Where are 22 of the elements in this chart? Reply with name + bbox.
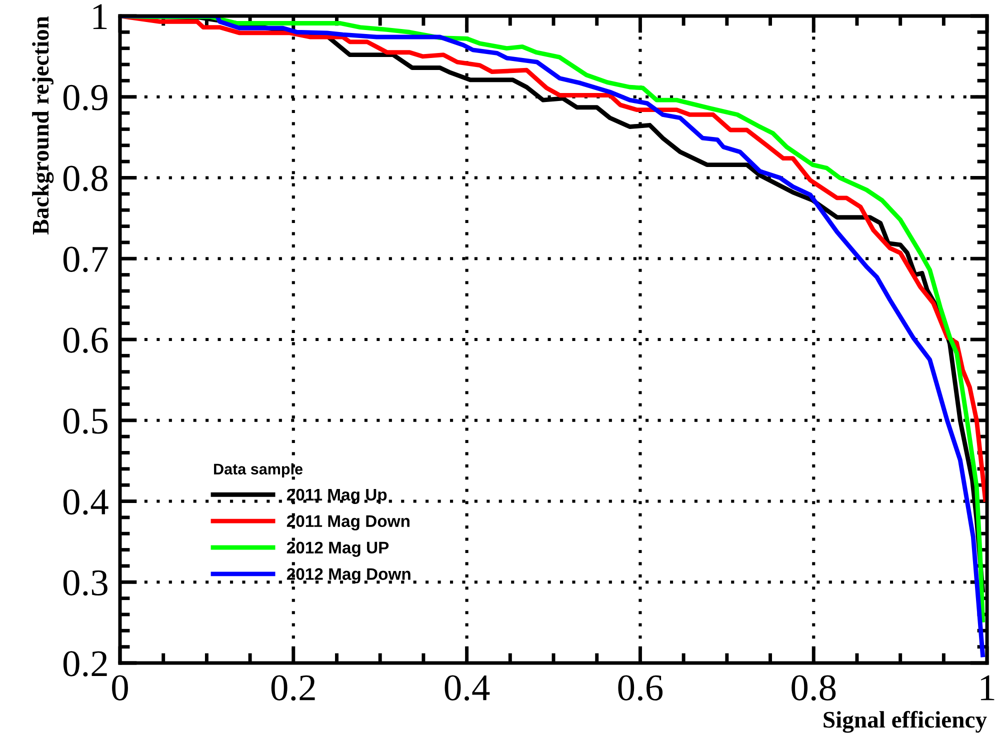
y-tick-label: 0.9 bbox=[63, 84, 108, 110]
y-tick-label: 0.7 bbox=[63, 246, 108, 272]
x-tick-label: 0.8 bbox=[792, 675, 836, 701]
x-axis-title: Signal efficiency bbox=[824, 710, 987, 733]
legend-label: 2011 Mag Up bbox=[286, 488, 387, 504]
y-tick-label: 0.8 bbox=[63, 166, 108, 192]
y-axis-title: Background rejection bbox=[32, 16, 54, 234]
y-tick-label: 0.2 bbox=[63, 651, 107, 677]
y-tick-label: 1 bbox=[93, 4, 107, 29]
y-tick-label: 0.4 bbox=[63, 489, 108, 515]
x-tick-label: 0 bbox=[112, 675, 128, 701]
y-tick-label: 0.6 bbox=[63, 328, 108, 354]
legend-label: 2012 Mag UP bbox=[286, 542, 389, 557]
x-tick-label: 0.4 bbox=[444, 675, 490, 701]
legend-label: 2012 Mag Down bbox=[286, 568, 410, 584]
x-tick-label: 1 bbox=[980, 675, 994, 700]
legend-label: 2011 Mag Down bbox=[286, 515, 410, 530]
y-tick-label: 0.3 bbox=[63, 570, 108, 596]
x-tick-label: 0.2 bbox=[271, 675, 315, 701]
y-tick-label: 0.5 bbox=[63, 408, 108, 434]
x-tick-label: 0.6 bbox=[618, 675, 663, 701]
legend-title: Data sample bbox=[214, 463, 303, 478]
